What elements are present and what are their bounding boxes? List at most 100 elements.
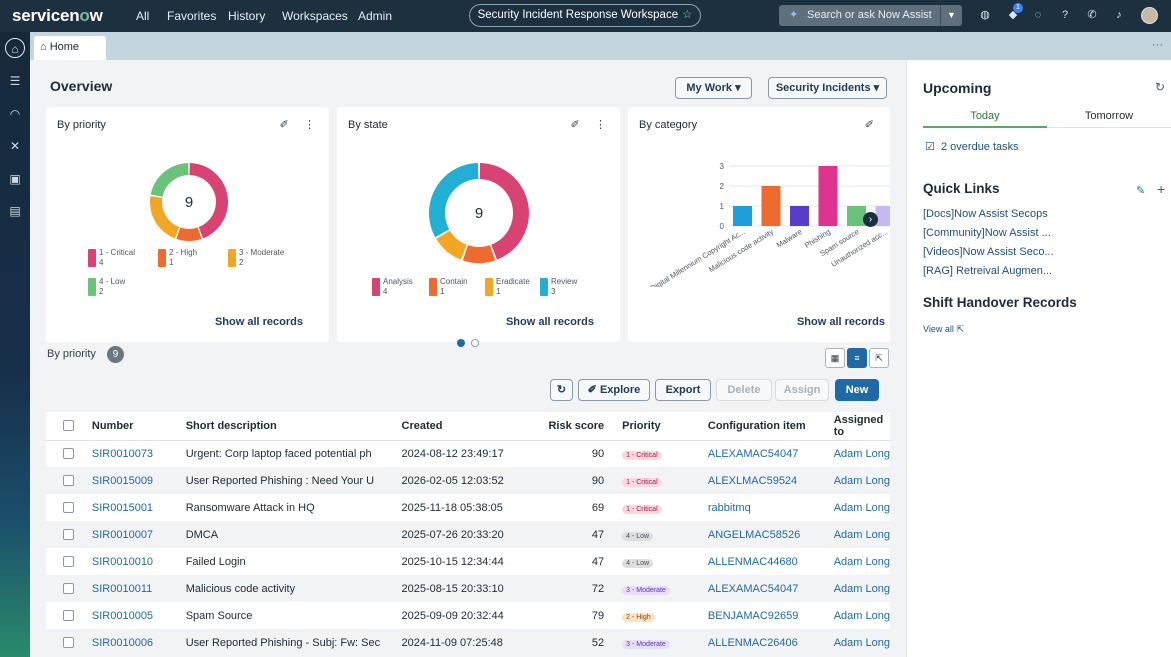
row-checkbox[interactable]	[63, 637, 74, 649]
donut-slice[interactable]	[436, 230, 467, 260]
favorite-star-icon[interactable]: ☆	[682, 9, 693, 21]
add-icon[interactable]: +	[1157, 181, 1166, 197]
assign-button[interactable]: Assign	[775, 379, 829, 401]
row-checkbox[interactable]	[63, 556, 74, 568]
bell-icon[interactable]: ♪	[1116, 9, 1122, 21]
donut-slice[interactable]	[462, 245, 496, 263]
user-avatar[interactable]	[1141, 7, 1158, 24]
workspace-title-pill[interactable]: Security Incident Response Workspace ☆	[469, 4, 701, 27]
table-row[interactable]: SIR0010010 Failed Login 2025-10-15 12:34:4…	[46, 548, 890, 575]
carousel-dot-active[interactable]	[457, 339, 465, 347]
pin-icon[interactable]: ✐	[864, 119, 874, 131]
table-row[interactable]: SIR0015009 User Reported Phishing : Need …	[46, 467, 890, 494]
quick-link-item[interactable]: [Community]Now Assist ...	[923, 227, 1051, 239]
explore-button[interactable]: ✐ Explore	[578, 379, 650, 401]
category-bar[interactable]	[790, 206, 809, 226]
category-bar[interactable]	[818, 166, 838, 226]
chat-icon[interactable]: ◌	[1034, 9, 1042, 21]
configuration-item-link[interactable]: ALEXLMAC59524	[707, 474, 798, 487]
tools-icon[interactable]: ✕	[9, 139, 21, 153]
tab-today[interactable]: Today	[923, 110, 1047, 128]
table-row[interactable]: SIR0015001 Ransomware Attack in HQ 2025-11…	[46, 494, 890, 521]
incident-number-link[interactable]: SIR0010011	[91, 582, 153, 595]
assigned-to-link[interactable]: Adam Long	[833, 474, 890, 487]
nav-workspaces[interactable]: Workspaces	[282, 9, 348, 23]
incident-number-link[interactable]: SIR0010006	[91, 636, 154, 649]
assigned-to-link[interactable]: Adam Long	[833, 447, 890, 460]
configuration-item-link[interactable]: BENJAMAC92659	[707, 609, 799, 622]
incident-number-link[interactable]: SIR0015009	[91, 474, 154, 487]
configuration-item-link[interactable]: ALEXAMAC54047	[707, 582, 799, 595]
configuration-item-link[interactable]: ALLENMAC44680	[707, 555, 798, 568]
more-tabs-icon[interactable]: ···	[1152, 39, 1163, 51]
row-checkbox[interactable]	[63, 448, 74, 460]
edit-icon[interactable]: ✎	[1136, 185, 1146, 197]
table-row[interactable]: SIR0010011 Malicious code activity 2025-08…	[46, 575, 890, 602]
row-checkbox[interactable]	[63, 583, 74, 595]
col-assigned-to[interactable]: Assigned to	[833, 412, 890, 441]
donut-slice[interactable]	[150, 163, 189, 197]
my-work-dropdown[interactable]: My Work ▾	[675, 77, 752, 99]
configuration-item-link[interactable]: rabbitmq	[707, 501, 751, 514]
phone-icon[interactable]: ✆	[1087, 9, 1097, 21]
carousel-dot[interactable]	[471, 339, 479, 347]
col-risk-score[interactable]: Risk score	[519, 412, 623, 441]
list-icon[interactable]: ☰	[9, 74, 21, 88]
incident-number-link[interactable]: SIR0010073	[91, 447, 154, 460]
quick-link-item[interactable]: [RAG] Retreival Augmen...	[923, 265, 1052, 277]
category-bar[interactable]	[733, 206, 752, 226]
row-checkbox[interactable]	[63, 475, 74, 487]
delete-button[interactable]: Delete	[716, 379, 772, 401]
assigned-to-link[interactable]: Adam Long	[833, 555, 890, 568]
nav-admin[interactable]: Admin	[358, 9, 393, 23]
pin-icon[interactable]: ✐	[570, 119, 580, 131]
view-all-link[interactable]: View all ⇱	[923, 324, 964, 334]
open-external-icon[interactable]: ⇱	[869, 348, 889, 368]
show-all-records-link[interactable]: Show all records	[796, 316, 885, 328]
security-incidents-dropdown[interactable]: Security Incidents ▾	[768, 77, 887, 99]
nav-favorites[interactable]: Favorites	[167, 9, 217, 23]
row-checkbox[interactable]	[63, 502, 74, 514]
new-button[interactable]: New	[835, 379, 879, 401]
category-bar[interactable]	[847, 206, 866, 226]
assigned-to-link[interactable]: Adam Long	[833, 636, 890, 649]
col-created[interactable]: Created	[401, 412, 520, 441]
assigned-to-link[interactable]: Adam Long	[833, 528, 890, 541]
incident-number-link[interactable]: SIR0010005	[91, 609, 154, 622]
nav-all[interactable]: All	[136, 9, 150, 23]
notifications-icon[interactable]: ◆	[1008, 9, 1018, 21]
tab-tomorrow[interactable]: Tomorrow	[1047, 110, 1171, 128]
inbox-icon[interactable]: ▤	[9, 204, 21, 218]
assigned-to-link[interactable]: Adam Long	[833, 501, 890, 514]
export-button[interactable]: Export	[655, 379, 711, 401]
more-options-icon[interactable]: ⋮	[595, 119, 606, 131]
assigned-to-link[interactable]: Adam Long	[833, 582, 890, 595]
donut-slice[interactable]	[479, 163, 529, 260]
quick-link-item[interactable]: [Docs]Now Assist Secops	[923, 208, 1048, 220]
donut-slice[interactable]	[176, 227, 202, 241]
configuration-item-link[interactable]: ALEXAMAC54047	[707, 447, 799, 460]
category-bar[interactable]	[761, 186, 781, 226]
global-search-input[interactable]: ✦ Search or ask Now Assist ▼	[779, 5, 962, 26]
show-all-records-link[interactable]: Show all records	[214, 316, 303, 328]
search-dropdown-icon[interactable]: ▼	[940, 5, 962, 26]
tab-home[interactable]: ⌂ Home	[34, 36, 106, 60]
globe-icon[interactable]: ◍	[980, 9, 990, 21]
donut-slice[interactable]	[189, 163, 228, 239]
configuration-item-link[interactable]: ALLENMAC26406	[707, 636, 798, 649]
incident-number-link[interactable]: SIR0015001	[91, 501, 154, 514]
grid-view-icon[interactable]: ▦	[825, 348, 845, 368]
row-checkbox[interactable]	[63, 610, 74, 622]
assigned-to-link[interactable]: Adam Long	[833, 609, 890, 622]
configuration-item-link[interactable]: ANGELMAC58526	[707, 528, 801, 541]
refresh-button[interactable]: ↻	[550, 379, 573, 401]
donut-slice[interactable]	[150, 195, 180, 239]
table-row[interactable]: SIR0010005 Spam Source 2025-09-09 20:32:44…	[46, 602, 890, 629]
row-checkbox[interactable]	[63, 529, 74, 541]
more-options-icon[interactable]: ⋮	[304, 119, 315, 131]
help-icon[interactable]: ?	[1061, 9, 1069, 21]
calendar-icon[interactable]: ▣	[9, 172, 21, 186]
nav-history[interactable]: History	[228, 9, 266, 23]
dashboard-icon[interactable]: ◠	[9, 107, 21, 121]
overdue-tasks-link[interactable]: ☑ 2 overdue tasks	[925, 140, 1019, 153]
